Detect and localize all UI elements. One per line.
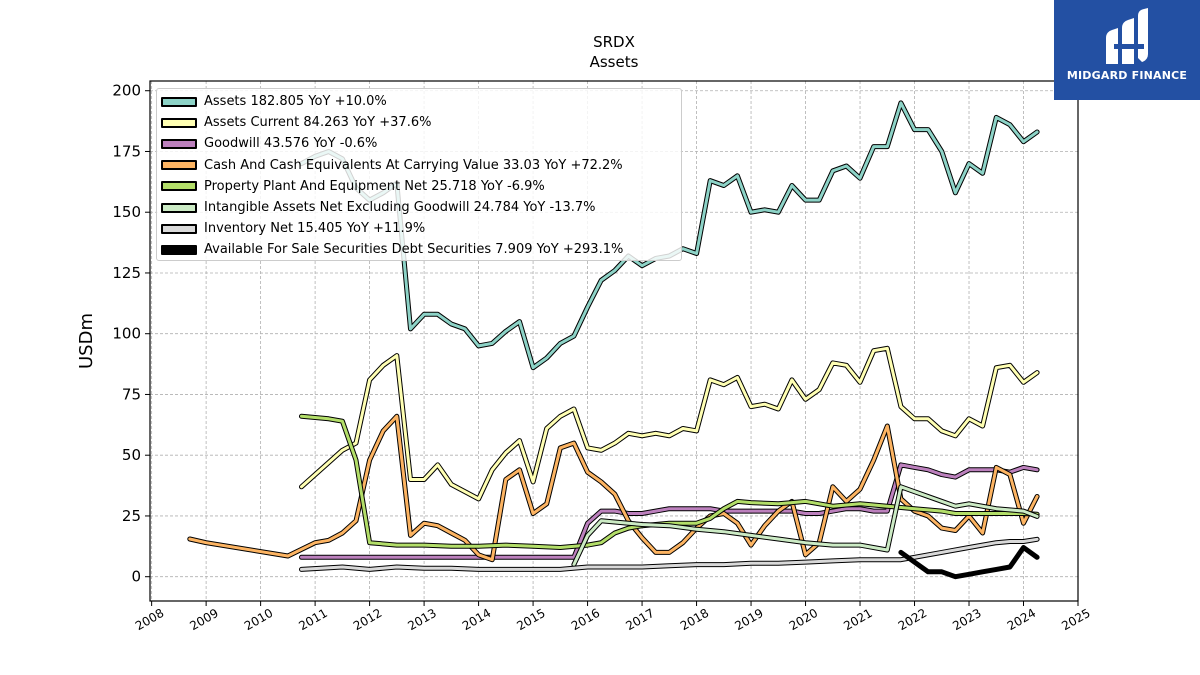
y-tick-label: 25	[122, 507, 141, 525]
legend-item: Goodwill 43.576 YoY -0.6%	[157, 133, 681, 154]
x-tick-label: 2025	[1059, 606, 1092, 633]
legend-item: Cash And Cash Equivalents At Carrying Va…	[157, 155, 681, 176]
legend-label: Inventory Net 15.405 YoY +11.9%	[204, 221, 426, 237]
legend-item: Inventory Net 15.405 YoY +11.9%	[157, 218, 681, 239]
x-tick-label: 2015	[514, 606, 547, 633]
series-2	[299, 462, 1040, 560]
plot-frame	[149, 80, 1079, 602]
logo-text: MIDGARD FINANCE	[1066, 69, 1188, 82]
y-tick-label: 50	[122, 446, 141, 464]
series-7	[898, 545, 1040, 580]
legend-swatch	[161, 244, 197, 255]
legend-item: Intangible Assets Net Excluding Goodwill…	[157, 197, 681, 218]
series-line	[300, 463, 1039, 559]
y-tick-label: 0	[131, 568, 141, 586]
legend-label: Cash And Cash Equivalents At Carrying Va…	[204, 157, 623, 173]
series-line	[899, 546, 1039, 579]
legend-item: Assets Current 84.263 YoY +37.6%	[157, 112, 681, 133]
legend: Assets 182.805 YoY +10.0% Assets Current …	[156, 88, 682, 261]
x-tick-label: 2008	[133, 606, 166, 633]
x-tick-label: 2013	[405, 606, 438, 633]
y-tick-label: 200	[112, 82, 141, 100]
x-tick-label: 2023	[950, 606, 983, 633]
y-axis-label: USDm	[76, 313, 97, 369]
y-tick-label: 75	[122, 385, 141, 403]
legend-swatch	[161, 96, 197, 107]
chart-subtitle: Assets	[590, 53, 639, 71]
x-tick-label: 2012	[351, 606, 384, 633]
x-tick-label: 2009	[187, 606, 220, 633]
x-tick-label: 2020	[787, 606, 820, 633]
x-tick-label: 2022	[896, 606, 929, 633]
series-line	[572, 485, 1039, 567]
legend-swatch	[161, 181, 197, 192]
legend-item: Available For Sale Securities Debt Secur…	[157, 239, 681, 260]
x-tick-label: 2016	[569, 606, 602, 633]
legend-swatch	[161, 117, 197, 128]
x-tick-label: 2010	[242, 606, 275, 633]
brand-logo: MIDGARD FINANCE	[1054, 0, 1200, 100]
legend-item: Property Plant And Equipment Net 25.718 …	[157, 176, 681, 197]
legend-swatch	[161, 223, 197, 234]
x-tick-label: 2019	[732, 606, 765, 633]
series-line-outline	[299, 345, 1040, 502]
legend-label: Intangible Assets Net Excluding Goodwill…	[204, 200, 596, 216]
x-tick-label: 2021	[841, 606, 874, 633]
legend-label: Available For Sale Securities Debt Secur…	[204, 242, 624, 258]
logo-mark-icon	[1106, 8, 1148, 64]
legend-label: Assets 182.805 YoY +10.0%	[204, 94, 387, 110]
legend-label: Goodwill 43.576 YoY -0.6%	[204, 136, 378, 152]
series-line	[300, 537, 1039, 571]
x-tick-label: 2017	[623, 606, 656, 633]
legend-label: Property Plant And Equipment Net 25.718 …	[204, 178, 545, 194]
legend-swatch	[161, 160, 197, 171]
legend-label: Assets Current 84.263 YoY +37.6%	[204, 115, 432, 131]
y-tick-label: 100	[112, 325, 141, 343]
legend-swatch	[161, 202, 197, 213]
series-5	[571, 484, 1040, 568]
y-tick-label: 125	[112, 264, 141, 282]
series-1	[299, 345, 1040, 502]
y-tick-label: 150	[112, 203, 141, 221]
legend-item: Assets 182.805 YoY +10.0%	[157, 91, 681, 112]
chart-title: SRDX	[593, 33, 635, 51]
series-line	[300, 346, 1039, 501]
y-tick-label: 175	[112, 142, 141, 160]
legend-swatch	[161, 138, 197, 149]
series-6	[299, 536, 1040, 572]
x-tick-label: 2024	[1005, 606, 1038, 633]
x-tick-label: 2018	[678, 606, 711, 633]
x-tick-label: 2011	[296, 606, 329, 633]
x-tick-label: 2014	[460, 606, 493, 633]
